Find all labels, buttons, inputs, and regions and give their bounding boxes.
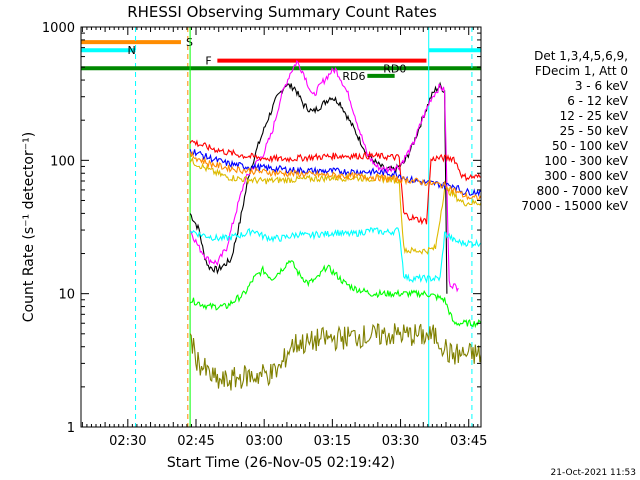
legend-entry-7000-15000-kev: 7000 - 15000 keV [521,199,628,213]
x-axis-label: Start Time (26-Nov-05 02:19:42) [167,455,395,471]
annotation-label-rd6: RD6 [342,70,365,83]
legend: Det 1,3,4,5,6,9, FDecim 1, Att 0 3 - 6 k… [521,49,629,213]
series-line-7000-15000-kev [189,323,482,391]
plot-frame [80,26,482,428]
legend-header-line-2: FDecim 1, Att 0 [535,64,628,78]
series-line-800-7000-kev [189,150,482,201]
axis-layer: 1 10 100 1000 02:30 02:45 03:00 03:15 03:30 03:45 [42,21,488,449]
series-line-300-800-kev [189,149,482,197]
x-tick-label: 02:30 [109,434,146,449]
series-line-12-25-kev [189,259,482,329]
series-line-50-100-kev [189,156,482,255]
y-tick-label: 100 [50,154,75,169]
legend-entry-300-800-kev: 300 - 800 keV [544,169,628,183]
x-tick-label: 03:45 [450,434,487,449]
annotation-label-s: S [186,36,193,49]
chart-title: RHESSI Observing Summary Count Rates [127,3,437,21]
y-tick-label: 1000 [42,21,75,36]
x-tick-label: 02:45 [177,434,214,449]
annotation-label-n: N [128,44,136,57]
series-line-3-6-kev [189,81,448,294]
series-layer [189,59,482,391]
legend-entry-50-100-kev: 50 - 100 keV [552,139,629,153]
annotation-label-rd0: RD0 [383,62,406,75]
x-tick-label: 03:00 [245,434,282,449]
legend-entry-800-7000-kev: 800 - 7000 keV [537,184,629,198]
y-tick-label: 1 [67,421,75,436]
series-line-6-12-kev [189,59,459,293]
legend-entry-12-25-kev: 12 - 25 keV [560,109,629,123]
y-tick-label: 10 [58,288,75,303]
x-tick-label: 03:30 [382,434,419,449]
legend-entry-6-12-kev: 6 - 12 keV [567,94,629,108]
timestamp-label: 21-Oct-2021 11:53 [551,468,636,478]
series-line-100-300-kev [189,139,482,226]
annotation-layer: S N F RD0 RD6 [81,27,481,427]
x-tick-label: 03:15 [314,434,351,449]
annotation-label-f: F [205,55,211,68]
legend-entry-25-50-kev: 25 - 50 keV [560,124,629,138]
y-axis-label: Count Rate (s⁻¹ detector⁻¹) [21,132,37,322]
legend-header-line-1: Det 1,3,4,5,6,9, [534,49,628,63]
legend-entry-3-6-kev: 3 - 6 keV [575,79,629,93]
series-line-25-50-kev [189,226,482,284]
legend-entry-100-300-kev: 100 - 300 keV [544,154,628,168]
